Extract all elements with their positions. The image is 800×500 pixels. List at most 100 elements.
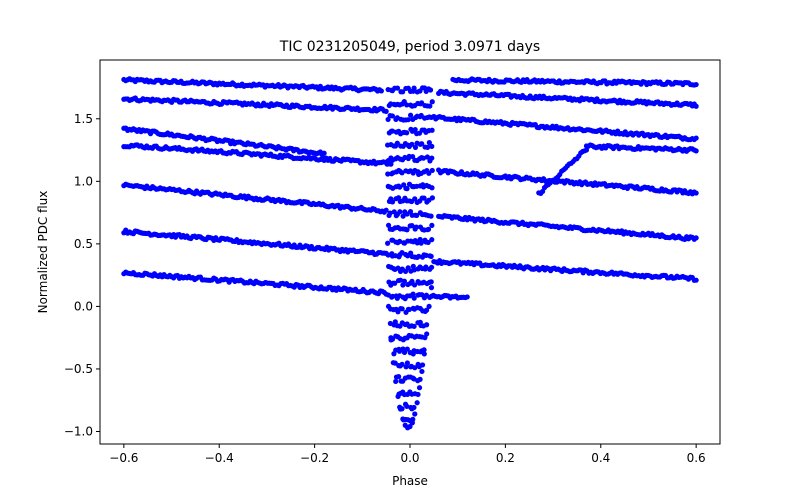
data-point [429,143,435,149]
data-point [411,282,418,288]
data-point [424,144,431,150]
data-point [415,391,421,398]
data-point [425,239,431,246]
x-tick-label: −0.6 [109,451,138,465]
data-point [428,279,434,285]
data-point [428,253,434,259]
data-point [693,135,699,141]
data-point [421,347,427,353]
data-point [426,303,432,310]
data-point [407,423,413,430]
data-point [404,403,410,409]
data-point [411,323,417,329]
data-point [423,307,430,313]
data-point [429,264,435,270]
data-point [405,117,411,123]
data-point [418,240,424,246]
data-point [424,322,430,328]
data-point [410,153,416,160]
data-point [419,368,425,375]
x-tick-label: 0.4 [591,451,610,465]
data-point [693,81,699,88]
data-point [385,116,391,123]
data-point [385,171,391,177]
data-point [421,351,427,357]
data-point [404,186,410,192]
data-point [397,184,403,190]
data-point [394,85,401,91]
data-point [693,148,699,154]
data-point [693,103,699,109]
data-point [387,210,393,216]
data-point [425,226,432,232]
data-points [121,76,699,431]
chart-title: TIC 0231205049, period 3.0971 days [279,39,540,55]
data-point [428,213,434,219]
y-axis-label: Normalized PDC flux [36,191,50,314]
data-point [429,185,435,191]
data-point [394,140,400,146]
y-tick-label: 0.0 [74,299,93,313]
data-point [389,113,396,119]
data-point [427,103,433,109]
y-tick-label: −1.0 [64,424,93,438]
data-point [421,195,427,201]
data-point [427,294,433,301]
data-point [411,404,417,411]
data-point [388,161,394,167]
data-point [404,130,410,136]
x-axis-label: Phase [392,474,428,488]
data-point [420,155,427,161]
data-point [414,400,420,406]
data-point [412,144,419,151]
data-point [416,385,423,391]
data-point [399,361,405,367]
data-point [400,213,406,219]
data-point [411,85,417,91]
data-point [429,195,435,201]
data-point [410,291,416,297]
data-point [429,127,435,133]
x-axis-ticks: −0.6 −0.4 −0.2 0.0 0.2 0.4 0.6 [109,444,706,465]
data-point [397,238,403,244]
data-point [424,154,430,160]
x-tick-label: 0.0 [400,451,419,465]
data-point [407,112,414,118]
data-point [423,264,429,270]
data-point [426,170,432,176]
y-tick-label: 1.5 [74,112,93,126]
data-point [401,278,408,284]
data-point [385,240,391,246]
data-point [464,294,470,300]
y-tick-label: 1.0 [74,174,93,188]
data-point [409,278,415,284]
y-axis-ticks: −1.0 −0.5 0.0 0.5 1.0 1.5 [64,112,100,438]
x-tick-label: 0.2 [496,451,515,465]
data-point [413,224,419,230]
data-point [396,373,402,380]
data-point [404,346,410,352]
data-point [429,167,435,174]
data-point [693,235,699,241]
data-point [404,360,410,366]
data-point [417,376,423,382]
x-tick-label: 0.6 [687,451,706,465]
data-point [409,420,415,426]
data-point [428,285,435,291]
data-point [411,295,417,301]
data-point [399,306,405,312]
data-point [399,406,405,412]
data-point [429,237,435,243]
x-tick-label: −0.2 [300,451,329,465]
data-point [383,207,389,213]
data-point [412,365,418,371]
data-point [404,227,410,233]
data-point [321,150,327,156]
data-point [419,362,426,368]
data-point [399,170,405,176]
data-point [378,88,384,94]
x-tick-label: −0.4 [205,451,234,465]
data-point [409,223,415,229]
data-point [389,128,396,134]
